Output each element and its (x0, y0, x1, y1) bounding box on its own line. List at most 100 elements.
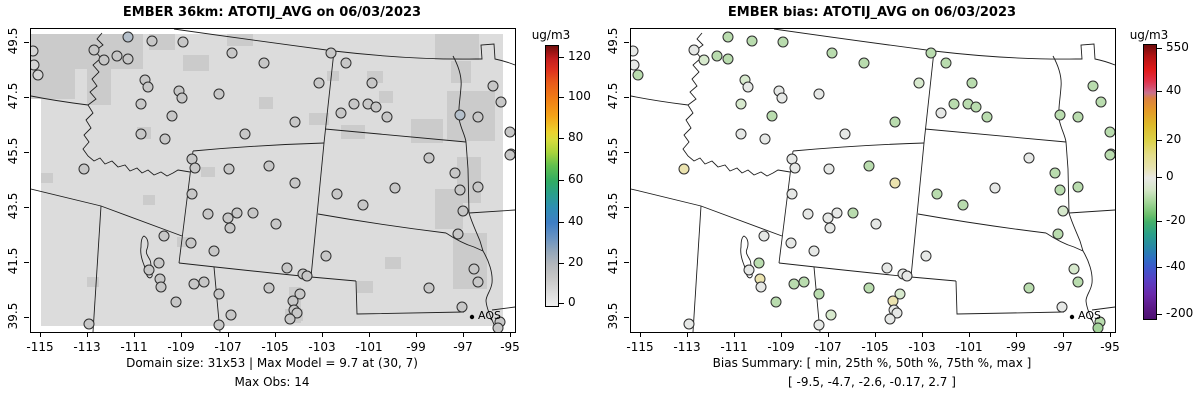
obs-site-circle (189, 162, 201, 174)
obs-site-circle (188, 278, 200, 290)
obs-site-circle (813, 319, 825, 331)
caption-model-line2: Max Obs: 14 (234, 375, 310, 389)
state-border (692, 205, 702, 332)
colorbar-tick-label: -20 (1166, 213, 1186, 227)
state-border (310, 50, 335, 278)
obs-site-circle (381, 111, 393, 123)
obs-site-circle (753, 257, 765, 269)
y-axis-tick-label: 45.5 (6, 137, 20, 165)
colorbar-tick (559, 222, 564, 223)
obs-site-circle (287, 295, 299, 307)
obs-site-circle (291, 307, 303, 319)
obs-site-circle (452, 228, 464, 240)
x-axis-tick (275, 332, 276, 337)
obs-site-circle (357, 199, 369, 211)
obs-site-circle (759, 133, 771, 145)
obs-site-circle (294, 288, 306, 300)
obs-site-circle (776, 92, 788, 104)
obs-site-circle (935, 107, 947, 119)
colorbar-tick-label: 0 (568, 295, 576, 309)
raster-patch (201, 167, 215, 177)
state-border (792, 142, 925, 152)
obs-site-circle (722, 53, 734, 65)
raster-patch (327, 71, 339, 81)
state-border (468, 212, 484, 252)
great-salt-lake-outline (140, 235, 153, 279)
obs-site-circle (743, 264, 755, 276)
obs-site-circle (1095, 96, 1107, 108)
obs-site-circle (989, 182, 1001, 194)
obs-site-circle (870, 218, 882, 230)
state-border (910, 50, 935, 278)
obs-site-circle (1054, 109, 1066, 121)
colorbar-tick-label: 60 (568, 172, 584, 186)
y-axis-tick (24, 317, 29, 318)
y-axis-tick (24, 42, 29, 43)
colorbar-tick-label: 40 (1166, 83, 1182, 97)
obs-site-circle (166, 110, 178, 122)
obs-site-circle (177, 36, 189, 48)
obs-site-circle (970, 101, 982, 113)
obs-site-circle (472, 276, 484, 288)
colorbar-tick-label: 40 (568, 214, 584, 228)
state-border (1082, 250, 1098, 332)
raster-patch (87, 277, 99, 287)
state-border (31, 95, 89, 106)
obs-site-circle (454, 109, 466, 121)
raster-patch (259, 97, 273, 109)
caption-model-line1: Domain size: 31x53 | Max Model = 9.7 at … (126, 356, 418, 370)
y-axis-tick-label: 49.5 (6, 27, 20, 55)
colorbar-tick (559, 57, 564, 58)
raster-patch (451, 61, 471, 83)
colorbar-tick (1157, 267, 1162, 268)
obs-site-circle (632, 69, 644, 81)
aqs-legend-dot (1069, 314, 1075, 320)
x-axis-tick-label: -103 (308, 340, 336, 354)
obs-site-circle (456, 301, 468, 313)
obs-site-circle (423, 152, 435, 164)
obs-site-circle (931, 188, 943, 200)
colorbar-tick (1157, 140, 1162, 141)
obs-site-circle (847, 207, 859, 219)
obs-site-circle (1092, 322, 1104, 332)
y-axis-tick-label: 49.5 (606, 27, 620, 55)
colorbar-unit-bias: ug/m3 (1129, 28, 1169, 42)
colorbar-tick (559, 263, 564, 264)
model-raster (41, 34, 503, 326)
x-axis-tick-label: -115 (26, 340, 54, 354)
y-axis-tick-label: 43.5 (606, 192, 620, 220)
x-axis-tick (40, 332, 41, 337)
obs-site-circle (281, 262, 293, 274)
x-axis-tick-label: -113 (73, 340, 101, 354)
x-axis-tick (828, 332, 829, 337)
state-border (491, 306, 515, 311)
raster-patch (357, 281, 373, 293)
x-axis-tick-label: -105 (861, 340, 889, 354)
x-axis-tick-label: -95 (1100, 340, 1120, 354)
obs-site-circle (1072, 181, 1084, 193)
aqs-legend-label-model: AQS (478, 309, 501, 322)
obs-site-circle (289, 177, 301, 189)
obs-site-circle (340, 57, 352, 69)
x-axis-tick (922, 332, 923, 337)
y-axis-tick (24, 207, 29, 208)
obs-site-circle (457, 205, 469, 217)
colorbar-tick (559, 97, 564, 98)
obs-site-circle (839, 128, 851, 140)
x-axis-tick (734, 332, 735, 337)
obs-site-circle (142, 81, 154, 93)
x-axis-tick (463, 332, 464, 337)
obs-site-circle (785, 237, 797, 249)
obs-site-circle (454, 184, 466, 196)
x-axis-tick-label: -101 (355, 340, 383, 354)
obs-site-circle (1087, 80, 1099, 92)
obs-site-circle (813, 288, 825, 300)
state-border (324, 128, 467, 143)
colorbar-tick-label: 0 (1166, 169, 1174, 183)
colorbar-tick-label: 550 (1166, 40, 1189, 54)
y-axis-tick (624, 152, 629, 153)
obs-site-circle (825, 309, 837, 321)
state-border (468, 209, 515, 214)
obs-site-circle (135, 128, 147, 140)
obs-site-circle (492, 322, 504, 332)
